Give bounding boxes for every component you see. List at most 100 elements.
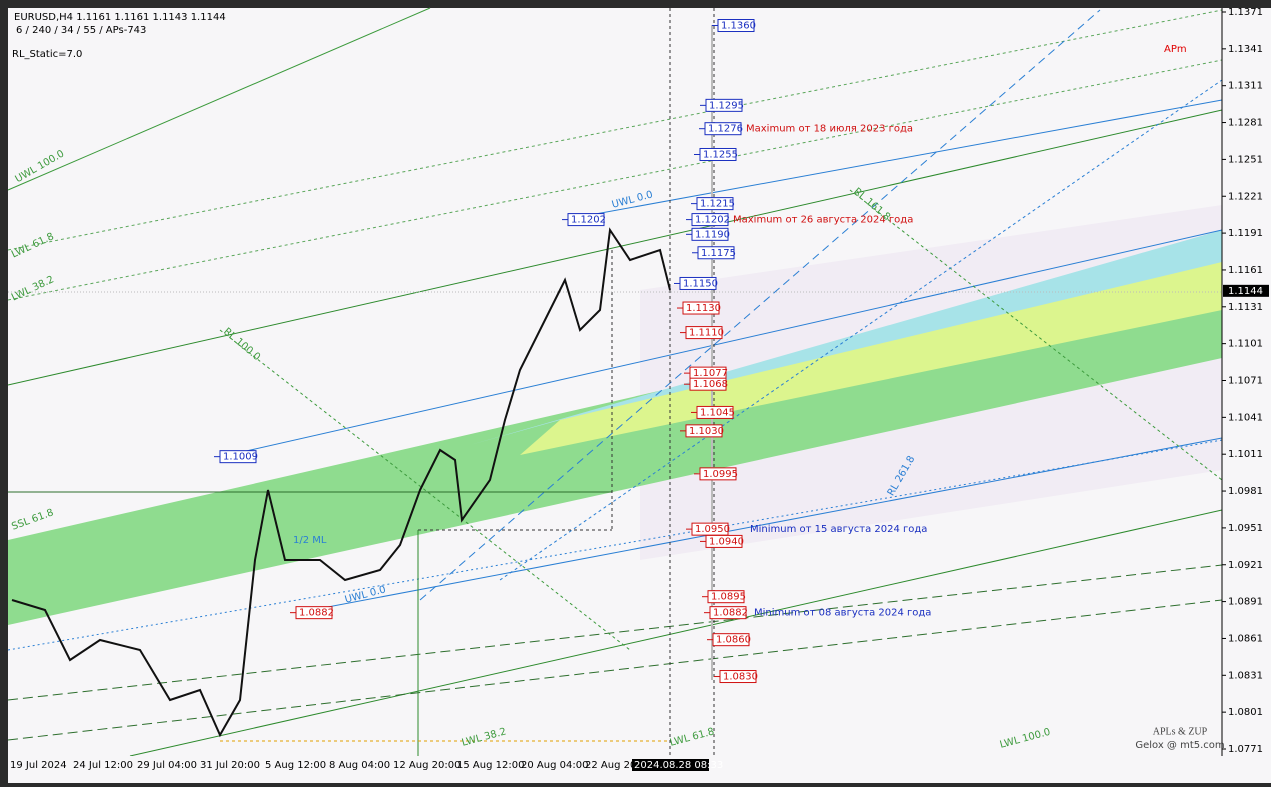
level-label: 1.1190 — [695, 229, 730, 240]
cursor-time: 2024.08.28 08:33 — [634, 760, 723, 771]
time-label: 22 Aug 20 — [585, 760, 636, 771]
price-tick-label: 1.1101 — [1228, 339, 1263, 350]
price-tick-label: 1.1071 — [1228, 376, 1263, 387]
level-label: 1.0995 — [703, 469, 738, 480]
level-label: 1.1009 — [223, 452, 258, 463]
level-box — [682, 301, 720, 315]
time-axis — [8, 756, 1222, 783]
time-label: 5 Aug 12:00 — [265, 760, 326, 771]
level-label: 1.0895 — [711, 592, 746, 603]
price-tick-label: 1.0891 — [1228, 597, 1263, 608]
level-box — [705, 98, 743, 112]
time-label: 31 Jul 20:00 — [200, 760, 260, 771]
level-box — [691, 227, 729, 241]
price-axis — [1222, 8, 1271, 783]
price-tick-label: 1.0861 — [1228, 633, 1263, 644]
level-box — [295, 606, 333, 620]
price-tick-label: 1.1341 — [1228, 44, 1263, 55]
level-box — [705, 534, 743, 548]
annotation: Minimum от 15 августа 2024 года — [750, 524, 927, 535]
level-label: 1.0830 — [723, 672, 758, 683]
price-tick-label: 1.1191 — [1228, 228, 1263, 239]
current-price-box — [1223, 284, 1269, 297]
price-tick-label: 1.1221 — [1228, 191, 1263, 202]
annotation: Minimum от 08 августа 2024 года — [754, 608, 931, 619]
level-label: 1.1110 — [689, 328, 724, 339]
level-label: 1.0882 — [713, 608, 748, 619]
brand: APLs & ZUP — [1153, 726, 1208, 737]
current-price: 1.1144 — [1228, 286, 1263, 297]
time-label: 12 Aug 20:00 — [393, 760, 460, 771]
price-tick-label: 1.1311 — [1228, 81, 1263, 92]
level-label: 1.1276 — [708, 124, 743, 135]
yellow-band — [520, 262, 1222, 455]
level-box — [219, 450, 257, 464]
level-label: 1.1202 — [571, 215, 606, 226]
level-box — [696, 197, 734, 211]
level-label: 1.0940 — [709, 536, 744, 547]
level-label: 1.1030 — [689, 426, 724, 437]
level-label: 1.0860 — [716, 635, 751, 646]
level-box — [697, 246, 735, 260]
level-label: 1.1045 — [700, 407, 735, 418]
annotation: Maximum от 18 июля 2023 года — [746, 124, 913, 135]
level-box — [707, 590, 745, 604]
time-label: 19 Jul 2024 — [10, 760, 67, 771]
half-ml: 1/2 ML — [293, 535, 327, 546]
price-tick-label: 1.0951 — [1228, 523, 1263, 534]
params: 6 / 240 / 34 / 55 / APs-743 — [16, 25, 146, 36]
analysis-lines — [7, 7, 1223, 757]
level-label: 1.1360 — [721, 21, 756, 32]
level-box — [685, 326, 723, 340]
level-label: 1.1295 — [709, 100, 744, 111]
level-label: 1.1215 — [700, 199, 735, 210]
price-tick-label: 1.0831 — [1228, 670, 1263, 681]
level-box — [679, 276, 717, 290]
cyan-band — [470, 230, 1222, 445]
price-tick-label: 1.1251 — [1228, 154, 1263, 165]
level-box — [699, 147, 737, 161]
time-label: 8 Aug 04:00 — [329, 760, 390, 771]
static: RL_Static=7.0 — [12, 49, 82, 60]
level-box — [567, 213, 605, 227]
time-label: 15 Aug 12:00 — [457, 760, 524, 771]
time-label: 24 Jul 12:00 — [73, 760, 133, 771]
level-box — [709, 606, 747, 620]
price-tick-label: 1.1131 — [1228, 302, 1263, 313]
time-label: 20 Aug 04:00 — [521, 760, 588, 771]
level-box — [712, 633, 750, 647]
level-box — [699, 467, 737, 481]
level-label: 1.1130 — [686, 303, 721, 314]
annotation: Maximum от 26 августа 2024 года — [733, 215, 913, 226]
price-tick-label: 1.1161 — [1228, 265, 1263, 276]
level-box — [685, 424, 723, 438]
price-tick-label: 1.1011 — [1228, 449, 1263, 460]
price-tick-label: 1.1371 — [1228, 7, 1263, 18]
level-box — [696, 405, 734, 419]
level-box — [704, 122, 742, 136]
time-label: 29 Jul 04:00 — [137, 760, 197, 771]
cursor-box — [632, 759, 709, 771]
level-label: 1.1150 — [683, 278, 718, 289]
price-tick-label: 1.0771 — [1228, 744, 1263, 755]
site: Gelox @ mt5.com — [1135, 740, 1224, 751]
price-path — [11, 227, 671, 738]
level-box — [689, 377, 727, 391]
level-label: 1.1068 — [693, 379, 728, 390]
apm: APm — [1164, 44, 1187, 55]
price-tick-label: 1.1281 — [1228, 118, 1263, 129]
price-tick-label: 1.0981 — [1228, 486, 1263, 497]
level-box — [691, 213, 729, 227]
level-label: 1.0882 — [299, 608, 334, 619]
level-label: 1.1202 — [695, 215, 730, 226]
level-box — [719, 670, 757, 684]
level-box — [717, 19, 755, 33]
price-tick-label: 1.0801 — [1228, 707, 1263, 718]
price-tick-label: 1.1041 — [1228, 412, 1263, 423]
level-label: 1.1077 — [693, 368, 728, 379]
level-label: 1.1255 — [703, 149, 738, 160]
symbol: EURUSD,H4 1.1161 1.1161 1.1143 1.1144 — [14, 12, 226, 23]
level-label: 1.0950 — [695, 524, 730, 535]
